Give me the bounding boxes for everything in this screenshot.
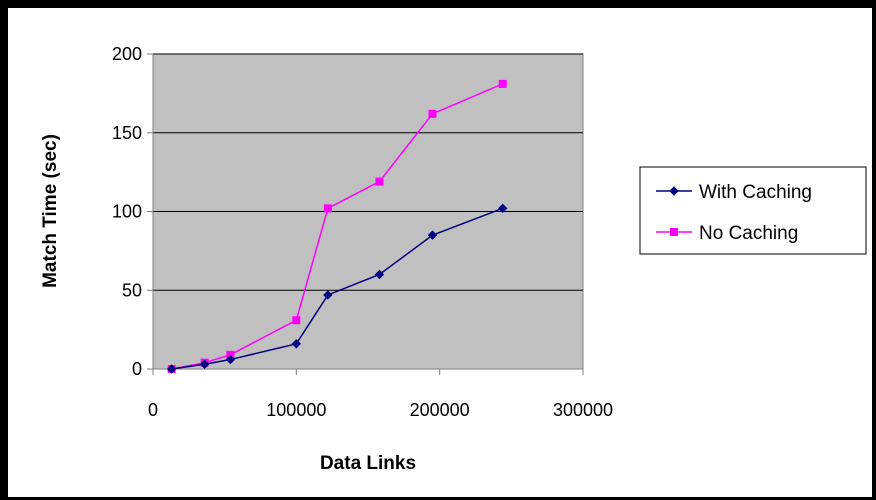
data-point-1-5: [375, 177, 384, 186]
series-layer: [166, 79, 508, 374]
data-point-0-3: [291, 339, 302, 349]
x-tick-label-300000: 300000: [553, 400, 613, 420]
y-tick-label-50: 50: [122, 280, 142, 300]
data-point-0-2: [225, 354, 236, 365]
data-point-1-3: [292, 316, 301, 325]
legend-marker-shape-1: [670, 228, 678, 236]
series-line-1: [171, 83, 504, 370]
x-tick-label-0: 0: [148, 400, 158, 420]
gridlines: [153, 53, 583, 291]
y-tick-label-150: 150: [112, 123, 142, 143]
legend-label-no-caching: No Caching: [699, 223, 798, 244]
y-tick-label-0: 0: [132, 359, 142, 379]
legend-box: [639, 166, 867, 255]
data-point-0-0: [166, 364, 177, 374]
y-tick-label-200: 200: [112, 44, 142, 64]
tick-labels: 0 50 100 150 200 0 100000 200000 300000: [112, 44, 613, 420]
series-line-0: [171, 207, 504, 370]
data-point-0-5: [374, 269, 385, 280]
series-0: [166, 203, 508, 374]
data-point-0-4: [323, 290, 333, 300]
legend-marker-with-caching: [669, 186, 679, 196]
legend-marker-shape-0: [669, 186, 679, 196]
legend: With Caching No Caching: [639, 166, 867, 255]
x-tick-label-100000: 100000: [266, 400, 326, 420]
x-tick-label-200000: 200000: [410, 400, 470, 420]
legend-label-with-caching: With Caching: [699, 182, 812, 203]
y-tick-label-100: 100: [112, 202, 142, 222]
data-point-1-7: [498, 79, 507, 88]
data-point-0-1: [199, 359, 210, 369]
data-point-0-7: [498, 203, 508, 214]
data-point-0-6: [427, 230, 438, 240]
axes: [147, 53, 584, 375]
data-point-1-6: [428, 109, 437, 118]
data-point-1-4: [323, 204, 332, 213]
x-axis-title: Data Links: [320, 453, 416, 474]
y-axis-title: Match Time (sec): [40, 134, 61, 288]
legend-marker-no-caching: [670, 228, 678, 236]
